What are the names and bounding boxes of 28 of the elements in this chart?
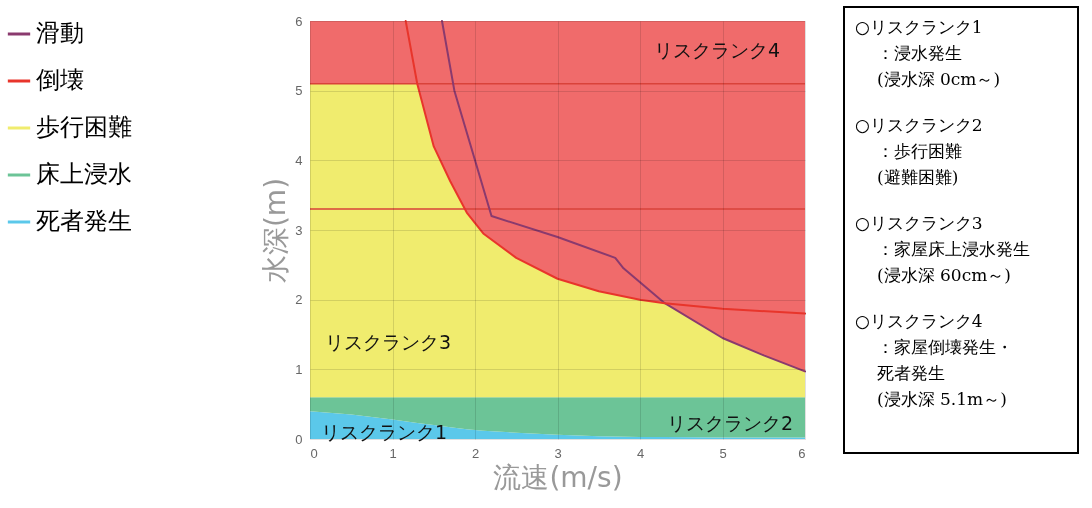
line-series (441, 20, 806, 373)
legend-label: 滑動 (36, 19, 84, 47)
y-tick-label: 3 (295, 222, 303, 238)
line-series (404, 20, 806, 315)
y-tick-label: 1 (295, 361, 303, 377)
x-tick-label: 4 (636, 445, 645, 461)
y-tick-label: 2 (295, 292, 303, 308)
annotation: リスクランク2 (666, 412, 794, 434)
note-box: ○リスクランク1 ：浸水発生 (浸水深 0cm～) ○リスクランク2 ：歩行困難 (避難困難) ○リスクランク3 ：家屋床上浸水発生 (浸水深 60cm～) ○リスクランク4 ：家屋倒壊発生・死者発生 (浸水深 5.1m～) (843, 6, 1079, 454)
legend-label: 倒壊 (36, 66, 84, 94)
legend-label: 歩行困難 (36, 113, 132, 141)
annotation: リスクランク1 (320, 421, 448, 443)
x-tick-label: 0 (310, 445, 318, 461)
legend-label: 死者発生 (36, 207, 132, 235)
x-axis-title: 流速(m/s) (493, 460, 623, 494)
y-tick-label: 6 (295, 13, 303, 29)
y-tick-label: 0 (295, 431, 303, 447)
legend-label: 床上浸水 (36, 160, 132, 188)
y-axis-title: 水深(m) (259, 177, 293, 284)
x-tick-label: 1 (389, 445, 397, 461)
y-tick-label: 4 (295, 152, 303, 168)
x-tick-label: 5 (719, 445, 727, 461)
x-tick-label: 3 (554, 445, 562, 461)
x-tick-label: 2 (471, 445, 480, 461)
annotation: リスクランク3 (324, 331, 452, 353)
x-tick-label: 6 (798, 445, 806, 461)
y-tick-label: 5 (295, 83, 303, 99)
annotation: リスクランク4 (653, 39, 781, 61)
